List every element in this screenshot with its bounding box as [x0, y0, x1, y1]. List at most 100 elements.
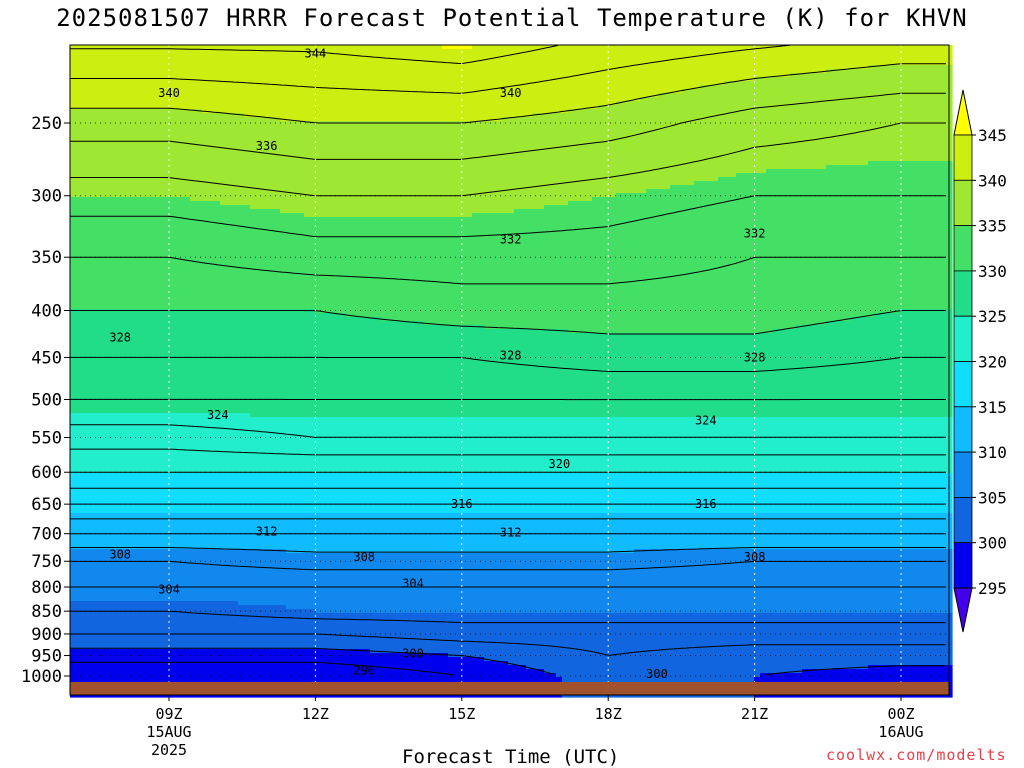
field-cell-1070 — [316, 73, 323, 78]
field-cell-1233 — [412, 77, 419, 82]
field-cell-2452 — [670, 109, 677, 114]
field-cell-4693 — [886, 169, 893, 174]
field-cell-600 — [142, 61, 149, 66]
field-cell-1123 — [634, 73, 641, 78]
field-cell-2980 — [310, 125, 317, 130]
field-cell-71 — [496, 45, 503, 50]
field-cell-3013 — [508, 125, 515, 130]
field-cell-4577 — [190, 169, 197, 174]
field-cell-4091 — [802, 153, 809, 158]
field-cell-4649 — [622, 169, 629, 174]
field-cell-3664 — [886, 141, 893, 146]
field-cell-1416 — [628, 81, 635, 86]
field-cell-4195 — [544, 157, 551, 162]
field-cell-3725 — [370, 145, 377, 150]
field-cell-2874 — [556, 121, 563, 126]
field-cell-1138 — [724, 73, 731, 78]
field-cell-4911 — [430, 177, 437, 182]
field-cell-2337 — [862, 105, 869, 110]
field-cell-151 — [94, 49, 101, 54]
field-cell-4644 — [592, 169, 599, 174]
field-cell-1087 — [418, 73, 425, 78]
field-cell-4824 — [790, 173, 797, 178]
field-cell-878 — [928, 65, 935, 70]
field-cell-4462 — [382, 165, 389, 170]
field-cell-564 — [808, 57, 815, 62]
field-cell-1661 — [334, 89, 341, 94]
field-cell-1959 — [358, 97, 365, 102]
field-cell-4436 — [226, 165, 233, 170]
field-cell-1237 — [436, 77, 443, 82]
field-cell-4586 — [244, 169, 251, 174]
field-cell-1808 — [334, 93, 341, 98]
field-cell-4719 — [160, 173, 167, 178]
field-cell-4846 — [922, 173, 929, 178]
field-cell-3500 — [784, 137, 791, 142]
field-cell-4949 — [658, 177, 665, 182]
field-cell-2624 — [820, 113, 827, 118]
field-cell-945 — [448, 69, 455, 74]
field-cell-1803 — [304, 93, 311, 98]
field-cell-3035 — [640, 125, 647, 130]
field-cell-1407 — [574, 81, 581, 86]
field-cell-4704 — [70, 173, 77, 178]
field-cell-1867 — [688, 93, 695, 98]
field-cell-4716 — [142, 173, 149, 178]
field-cell-742 — [112, 65, 119, 70]
field-cell-2877 — [574, 121, 581, 126]
field-cell-3509 — [838, 137, 845, 142]
field-cell-3801 — [826, 145, 833, 150]
field-cell-3818 — [928, 145, 935, 150]
field-cell-1191 — [160, 77, 167, 82]
field-cell-3123 — [286, 129, 293, 134]
field-cell-3749 — [514, 145, 521, 150]
field-cell-4118 — [82, 157, 89, 162]
field-cell-2112 — [394, 101, 401, 106]
field-cell-3080 — [910, 125, 917, 130]
field-cell-3585 — [412, 141, 419, 146]
field-cell-1706 — [604, 89, 611, 94]
field-cell-3190 — [688, 129, 695, 134]
field-cell-3212 — [820, 129, 827, 134]
field-cell-4962 — [736, 177, 743, 182]
field-cell-4874 — [208, 177, 215, 182]
field-cell-2470 — [778, 109, 785, 114]
field-cell-3098 — [136, 129, 143, 134]
field-cell-408 — [754, 53, 761, 58]
field-cell-4738 — [274, 173, 281, 178]
field-cell-4406 — [928, 161, 935, 166]
field-cell-3204 — [772, 129, 779, 134]
field-cell-3206 — [784, 129, 791, 134]
field-cell-2259 — [394, 105, 401, 110]
field-cell-1924 — [148, 97, 155, 102]
field-cell-4783 — [544, 173, 551, 178]
field-cell-4679 — [802, 169, 809, 174]
field-cell-4946 — [640, 177, 647, 182]
field-cell-4250 — [874, 157, 881, 162]
field-cell-120 — [790, 45, 797, 50]
field-cell-2697 — [376, 117, 383, 122]
field-cell-2061 — [88, 101, 95, 106]
field-cell-3768 — [628, 145, 635, 150]
field-cell-4749 — [340, 173, 347, 178]
field-cell-4475 — [460, 165, 467, 170]
field-cell-2780 — [874, 117, 881, 122]
field-cell-591 — [88, 61, 95, 66]
field-cell-2541 — [322, 113, 329, 118]
field-cell-2159 — [676, 101, 683, 106]
field-cell-1266 — [610, 77, 617, 82]
field-cell-4069 — [670, 153, 677, 158]
field-cell-2002 — [616, 97, 623, 102]
field-cell-4665 — [718, 169, 725, 174]
field-cell-2316 — [736, 105, 743, 110]
field-cell-3474 — [628, 137, 635, 142]
field-cell-1388 — [460, 81, 467, 86]
field-cell-1468 — [940, 81, 947, 86]
field-cell-4345 — [562, 161, 569, 166]
field-cell-3990 — [196, 153, 203, 158]
field-cell-4199 — [568, 157, 575, 162]
field-cell-3510 — [844, 137, 851, 142]
field-cell-3154 — [472, 129, 479, 134]
field-cell-3180 — [628, 129, 635, 134]
